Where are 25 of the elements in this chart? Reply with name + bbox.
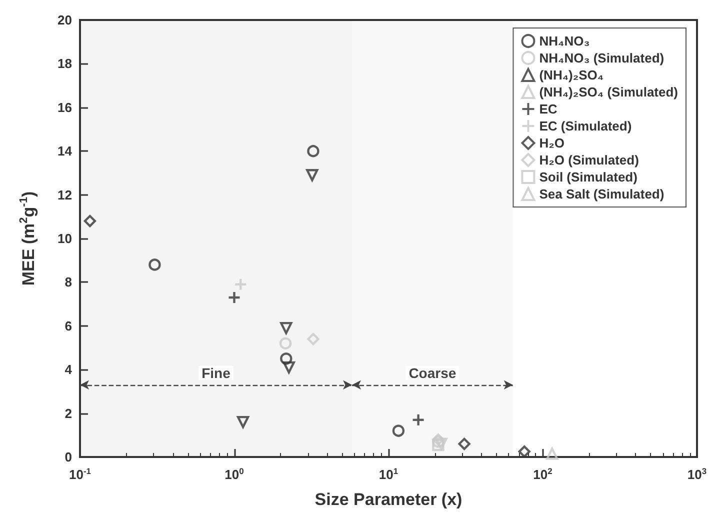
- legend-label: H₂O (Simulated): [539, 152, 639, 168]
- y-tick-label: 4: [64, 362, 73, 378]
- y-tick-label: 6: [64, 318, 72, 334]
- legend-label: EC: [539, 102, 558, 116]
- x-axis-title: Size Parameter (x): [314, 490, 462, 509]
- legend-label: Sea Salt (Simulated): [539, 186, 664, 202]
- legend-label: EC (Simulated): [539, 118, 632, 134]
- legend-label: NH₄NO₃: [539, 34, 590, 48]
- y-tick-label: 18: [58, 56, 72, 72]
- y-tick-label: 14: [58, 144, 73, 159]
- legend-label: (NH₄)₂SO₄: [539, 68, 604, 82]
- y-tick-label: 10: [58, 231, 72, 246]
- y-tick-label: 2: [64, 406, 72, 421]
- y-tick-label: 0: [64, 450, 72, 464]
- y-tick-label: 8: [64, 274, 72, 290]
- legend-label: H₂O: [539, 136, 564, 150]
- y-axis-title: MEE (m2g-1): [18, 191, 38, 286]
- y-tick-label: 16: [58, 100, 72, 115]
- legend-label: Soil (Simulated): [539, 170, 638, 184]
- band-label: Fine: [202, 364, 231, 381]
- y-tick-label: 20: [58, 12, 72, 28]
- legend-label: (NH₄)₂SO₄ (Simulated): [539, 84, 678, 100]
- y-tick-label: 12: [58, 187, 72, 202]
- band-label: Coarse: [408, 364, 456, 381]
- legend-label: NH₄NO₃ (Simulated): [539, 50, 664, 66]
